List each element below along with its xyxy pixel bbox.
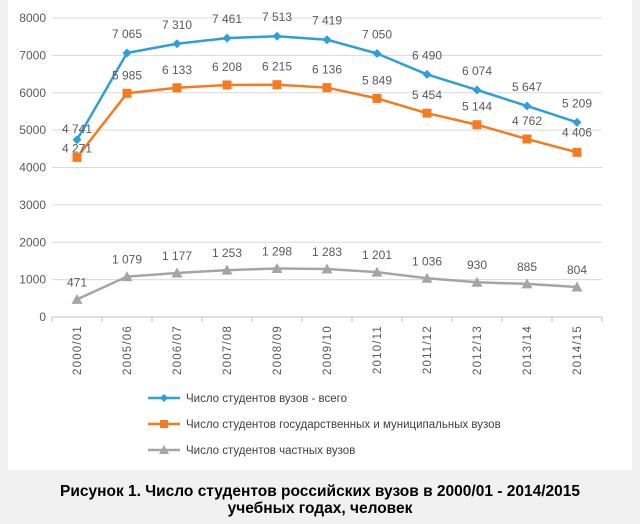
data-label: 1 177 [162, 249, 192, 263]
legend-label: Число студентов вузов - всего [186, 393, 347, 405]
marker-triangle [121, 271, 133, 282]
marker-square [172, 83, 182, 93]
caption-line-1: Рисунок 1. Число студентов российских ву… [60, 483, 580, 500]
y-tick-label: 5000 [19, 123, 46, 137]
x-tick-label: 2011/12 [422, 325, 434, 374]
data-label: 1 283 [312, 245, 342, 259]
line-chart: 0 1000 2000 3000 4000 5000 6000 7000 8000 2000/01… [19, 10, 603, 457]
marker-square [272, 80, 282, 90]
data-label: 4 271 [62, 141, 92, 155]
marker-diamond [522, 101, 532, 111]
marker-square [322, 83, 332, 93]
x-tick-label: 2007/08 [222, 325, 234, 375]
marker-diamond [372, 49, 382, 59]
data-label: 7 513 [262, 10, 292, 24]
legend-label: Число студентов государственных и муници… [186, 419, 501, 431]
marker-diamond [72, 135, 82, 145]
marker-diamond [222, 33, 232, 43]
marker-square [522, 134, 532, 144]
figure-caption: Рисунок 1. Число студентов российских ву… [0, 483, 640, 517]
y-tick-label: 1000 [19, 273, 46, 287]
x-tick-label: 2005/06 [122, 325, 134, 375]
marker-square [472, 120, 482, 130]
marker-square [422, 108, 432, 118]
data-label: 1 298 [262, 244, 292, 258]
data-label: 5 647 [512, 80, 542, 94]
data-label: 1 201 [362, 248, 392, 262]
data-label: 7 419 [312, 14, 342, 28]
caption-line-2: учебных годах, человек [227, 500, 413, 517]
x-tick-label: 2012/13 [472, 325, 484, 375]
data-label: 6 136 [312, 63, 342, 77]
data-label: 7 461 [212, 12, 242, 26]
marker-diamond [122, 48, 132, 58]
data-label: 6 490 [412, 48, 442, 62]
data-label: 4 741 [62, 122, 92, 136]
marker-triangle [421, 272, 433, 283]
y-tick-label: 7000 [19, 48, 46, 62]
data-label: 6 074 [462, 64, 492, 78]
data-label: 5 849 [362, 73, 392, 87]
x-tick-label: 2006/07 [172, 325, 184, 375]
marker-diamond [160, 394, 168, 402]
data-label: 6 133 [162, 63, 192, 77]
y-tick-label: 6000 [19, 86, 46, 100]
marker-square [372, 93, 382, 103]
x-tick-label: 2014/15 [572, 325, 584, 375]
data-label: 7 310 [162, 18, 192, 32]
data-label: 930 [467, 258, 487, 272]
marker-square [222, 80, 232, 90]
data-label: 804 [567, 263, 587, 277]
y-tick-label: 0 [39, 310, 46, 324]
data-label: 471 [67, 275, 87, 289]
marker-triangle [221, 264, 233, 275]
marker-diamond [572, 117, 582, 127]
y-tick-label: 8000 [19, 11, 46, 25]
marker-diamond [472, 85, 482, 95]
data-label: 6 215 [262, 60, 292, 74]
data-label: 4 762 [512, 114, 542, 128]
data-label: 5 985 [112, 68, 142, 82]
y-tick-label: 2000 [19, 235, 46, 249]
marker-triangle [471, 276, 483, 287]
x-tick-label: 2013/14 [522, 325, 534, 375]
data-label: 4 406 [562, 125, 592, 139]
marker-triangle [159, 445, 169, 454]
data-label: 7 065 [112, 27, 142, 41]
chart-panel: 0 1000 2000 3000 4000 5000 6000 7000 8000 2000/01… [8, 0, 632, 470]
marker-triangle [571, 281, 583, 292]
y-tick-label: 4000 [19, 161, 46, 175]
data-label: 1 253 [212, 246, 242, 260]
data-label: 5 209 [562, 96, 592, 110]
marker-triangle [521, 278, 533, 289]
marker-triangle [171, 267, 183, 278]
data-label: 5 144 [462, 100, 492, 114]
marker-triangle [71, 293, 83, 304]
marker-square [72, 152, 82, 162]
y-tick-label: 3000 [19, 198, 46, 212]
marker-diamond [422, 69, 432, 79]
marker-triangle [321, 263, 333, 274]
data-label: 7 050 [362, 28, 392, 42]
data-label: 1 079 [112, 253, 142, 267]
marker-diamond [272, 31, 282, 41]
x-tick-label: 2009/10 [322, 325, 334, 375]
legend-label: Число студентов частных вузов [186, 445, 355, 457]
marker-triangle [371, 266, 383, 277]
marker-square [572, 147, 582, 157]
x-tick-label: 2000/01 [72, 325, 84, 375]
marker-triangle [271, 262, 283, 273]
marker-diamond [322, 35, 332, 45]
marker-square [122, 88, 132, 98]
x-tick-label: 2008/09 [272, 325, 284, 375]
marker-diamond [172, 39, 182, 49]
marker-square [160, 420, 168, 428]
x-tick-label: 2010/11 [372, 325, 384, 374]
data-label: 5 454 [412, 88, 442, 102]
data-label: 885 [517, 260, 537, 274]
data-label: 1 036 [412, 254, 442, 268]
series-line-2 [76, 83, 578, 159]
data-label: 6 208 [212, 60, 242, 74]
